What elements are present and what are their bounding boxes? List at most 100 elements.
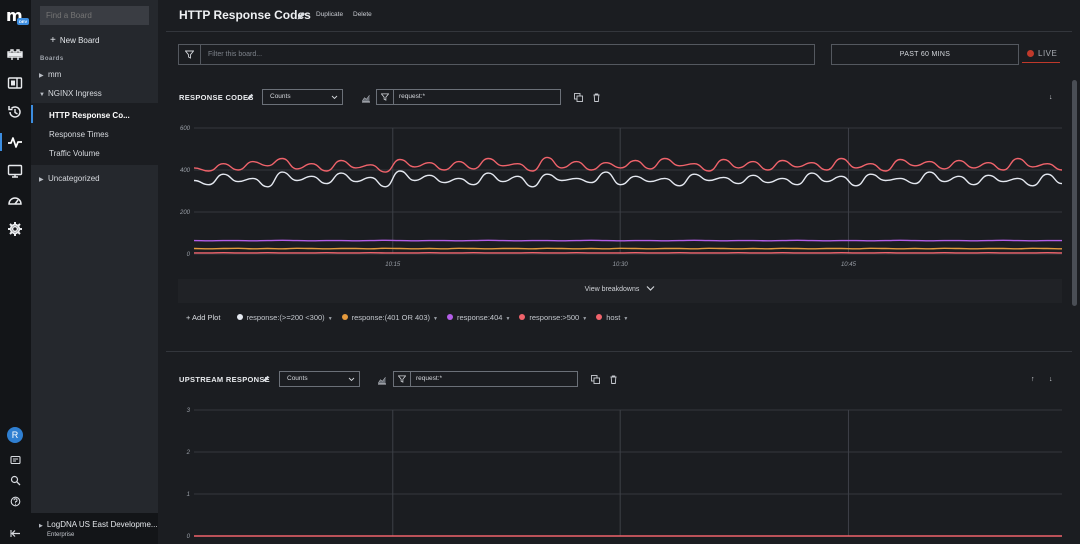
- query-text: request:*: [399, 93, 426, 100]
- legend-dot-icon: [519, 314, 526, 320]
- nginx-ingress-boards: HTTP Response Co... Response Times Traff…: [31, 103, 158, 165]
- help-icon[interactable]: [10, 496, 21, 507]
- legend-item[interactable]: response:404 ▼: [446, 313, 511, 322]
- live-dot-icon: [1027, 50, 1034, 57]
- board-group-uncategorized[interactable]: ▶ Uncategorized: [39, 174, 100, 183]
- boards-sidebar: +New Board Boards ▶ mm ▼NGINX Ingress HTT…: [31, 0, 158, 544]
- upstream-response-plot: 3 2 1 0: [186, 408, 1062, 540]
- board-filter[interactable]: Filter this board...: [178, 44, 815, 65]
- edit-title-pencil-icon[interactable]: [296, 11, 306, 21]
- chevron-down-icon: [331, 95, 338, 100]
- legend-label: host: [606, 313, 621, 322]
- new-board-button[interactable]: + New Board: [50, 35, 99, 46]
- plot-legend: + Add Plot response:(>=200 <300) ▼ respons…: [186, 313, 637, 322]
- duplicate-button[interactable]: Duplicate: [316, 11, 344, 18]
- dev-badge: DEV: [17, 18, 30, 25]
- y-tick-label: 0: [187, 252, 191, 258]
- legend-dot-icon: [236, 314, 243, 320]
- trash-icon[interactable]: [592, 93, 601, 102]
- views-icon[interactable]: [7, 75, 23, 91]
- live-toggle[interactable]: LIVE: [1027, 49, 1057, 58]
- chevron-down-icon: ▼: [327, 316, 333, 322]
- legend-dot-icon: [446, 314, 453, 320]
- chevron-down-icon: ▼: [582, 316, 588, 322]
- legend-item[interactable]: response:(401 OR 403) ▼: [341, 313, 438, 322]
- legend-item[interactable]: response:>500 ▼: [519, 313, 587, 322]
- filter-icon: [398, 375, 406, 383]
- sidebar-item-traffic-volume[interactable]: Traffic Volume: [49, 149, 100, 158]
- board-group-label: mm: [48, 70, 62, 79]
- collapse-sidebar-icon[interactable]: [10, 528, 21, 539]
- live-underline: [1022, 62, 1060, 63]
- active-board-indicator: [31, 105, 33, 123]
- legend-item[interactable]: response:(>=200 <300) ▼: [236, 313, 333, 322]
- response-codes-chart: 600 400 200 0 10:15 10:30 10:45: [178, 122, 1062, 272]
- edit-panel-pencil-icon[interactable]: [246, 93, 254, 101]
- add-plot-button[interactable]: + Add Plot: [186, 313, 221, 322]
- screens-icon[interactable]: [7, 163, 23, 179]
- plus-icon: +: [50, 35, 56, 46]
- y-tick-label: 0: [187, 534, 191, 540]
- user-avatar[interactable]: R: [7, 427, 23, 443]
- y-tick-label: 600: [180, 126, 191, 132]
- chart-type-icon[interactable]: [377, 375, 387, 385]
- y-tick-label: 1: [187, 492, 190, 498]
- board-group-mm[interactable]: ▶ mm: [39, 70, 61, 79]
- trash-icon[interactable]: [609, 375, 618, 384]
- move-up-arrow-icon[interactable]: ↑: [1031, 376, 1035, 383]
- time-range-button[interactable]: PAST 60 MINS: [831, 44, 1019, 65]
- board-group-nginx-ingress[interactable]: ▼ NGINX Ingress: [39, 89, 102, 98]
- copy-panel-icon[interactable]: [591, 375, 600, 384]
- app-logo[interactable]: m DEV: [6, 6, 30, 26]
- icon-rail: m DEV R: [0, 0, 31, 544]
- aggregation-select[interactable]: Counts: [262, 89, 343, 105]
- chevron-down-icon: ▼: [623, 316, 629, 322]
- y-tick-label: 200: [179, 210, 191, 216]
- legend-item[interactable]: host ▼: [596, 313, 628, 322]
- chart-type-icon[interactable]: [361, 93, 371, 103]
- panel-divider: [166, 351, 1072, 352]
- view-breakdowns-button[interactable]: View breakdowns: [178, 279, 1062, 303]
- board-search-input[interactable]: [40, 6, 149, 25]
- caret-right-icon: ▶: [39, 73, 44, 79]
- caret-right-icon: ▶: [39, 177, 44, 183]
- caret-down-icon: ▼: [39, 92, 45, 98]
- series-line-0-1: [193, 247, 1062, 250]
- legend-label: response:(401 OR 403): [351, 313, 431, 322]
- account-switcher[interactable]: ▶ LogDNA US East Developme... Enterprise: [31, 513, 158, 544]
- settings-gear-icon[interactable]: [7, 221, 23, 237]
- panel-query-input[interactable]: request:*: [376, 89, 561, 105]
- aggregation-value: Counts: [287, 375, 308, 382]
- aggregation-select[interactable]: Counts: [279, 371, 360, 387]
- scrollbar-thumb[interactable]: [1072, 80, 1077, 306]
- sidebar-item-http-response-codes[interactable]: HTTP Response Co...: [49, 111, 130, 120]
- response-codes-plot: 600 400 200 0 10:15 10:30 10:45: [179, 126, 1062, 268]
- legend-dot-icon: [341, 314, 348, 320]
- filter-icon: [185, 50, 194, 59]
- chevron-down-icon: ▼: [505, 316, 511, 322]
- edit-panel-pencil-icon[interactable]: [262, 375, 270, 383]
- live-label: LIVE: [1038, 49, 1058, 58]
- y-tick-label: 2: [186, 450, 191, 456]
- copy-panel-icon[interactable]: [574, 93, 583, 102]
- usage-gauge-icon[interactable]: [7, 192, 23, 208]
- filter-icon-box[interactable]: [179, 45, 201, 64]
- query-filter-box: [377, 90, 394, 104]
- sidebar-item-response-times[interactable]: Response Times: [49, 130, 109, 139]
- rail-active-indicator: [0, 133, 2, 151]
- pipeline-icon[interactable]: [7, 46, 23, 62]
- move-down-arrow-icon[interactable]: ↓: [1049, 94, 1053, 101]
- y-tick-label: 3: [187, 408, 191, 414]
- boards-icon[interactable]: [7, 134, 23, 150]
- move-down-arrow-icon[interactable]: ↓: [1049, 376, 1053, 383]
- board-header: HTTP Response Codes Duplicate Delete: [158, 0, 1080, 32]
- chat-icon[interactable]: [10, 455, 21, 466]
- query-text: request:*: [416, 375, 443, 382]
- search-icon[interactable]: [10, 475, 21, 486]
- history-icon[interactable]: [7, 104, 23, 120]
- query-filter-box: [394, 372, 411, 386]
- legend-dot-icon: [596, 314, 603, 320]
- delete-button[interactable]: Delete: [353, 11, 372, 18]
- panel-query-input[interactable]: request:*: [393, 371, 578, 387]
- chevron-down-icon: ▼: [433, 316, 438, 322]
